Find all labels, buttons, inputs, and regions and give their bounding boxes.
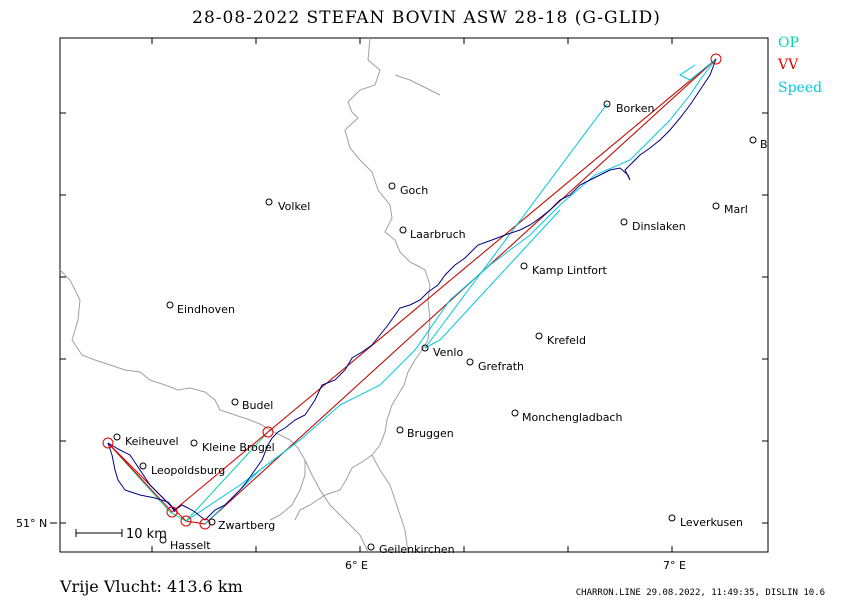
lon-label-7: 7° E <box>663 559 686 572</box>
town-label: Budel <box>242 399 273 412</box>
town-label: Kleine Brogel <box>202 441 275 454</box>
town-markers <box>113 100 757 551</box>
turnpoint-start <box>180 515 192 527</box>
turnpoint-south <box>166 506 178 518</box>
town-label: Borken <box>616 102 655 115</box>
scale-bar <box>75 529 123 537</box>
lon-label-6: 6° E <box>345 559 368 572</box>
op-task-lines <box>107 58 717 525</box>
map-frame <box>59 37 769 553</box>
turnpoint-borken-east <box>710 53 722 65</box>
vv-task-lines <box>107 58 717 525</box>
town-label: Grefrath <box>478 360 524 373</box>
town-label: Hasselt <box>170 539 211 552</box>
town-label: Leverkusen <box>680 516 743 529</box>
lon-ticks <box>151 38 673 552</box>
turnpoints <box>102 53 722 530</box>
lat-label: 51° N <box>16 517 47 530</box>
town-label: Volkel <box>278 200 310 213</box>
town-label: Venlo <box>433 346 463 359</box>
town-label: Kamp Lintfort <box>532 264 608 277</box>
town-labels: Borken B Goch Volkel Marl Dinslaken Laar… <box>125 102 768 556</box>
free-flight-distance: Vrije Vlucht: 413.6 km <box>60 577 243 596</box>
flight-track <box>107 58 717 521</box>
legend-speed: Speed <box>778 80 823 96</box>
legend-op: OP <box>778 35 799 51</box>
town-label: Dinslaken <box>632 220 686 233</box>
town-label: Eindhoven <box>177 303 235 316</box>
town-label: Goch <box>400 184 428 197</box>
legend-vv: VV <box>778 57 799 73</box>
speed-lines <box>185 58 717 525</box>
country-borders <box>59 37 441 553</box>
town-label: Krefeld <box>547 334 586 347</box>
turnpoint-budel <box>262 426 274 438</box>
town-label: Bruggen <box>407 427 454 440</box>
town-label: Zwartberg <box>218 519 275 532</box>
footer-info: CHARRON.LINE 29.08.2022, 11:49:35, DISLI… <box>575 588 825 598</box>
town-label: Leopoldsburg <box>151 464 225 477</box>
town-label: B <box>760 138 768 151</box>
turnpoint-keiheuvel <box>102 437 114 449</box>
lat-ticks <box>60 112 768 524</box>
town-label: Monchengladbach <box>522 411 622 424</box>
town-label: Marl <box>724 203 748 216</box>
scale-bar-label: 10 km <box>126 527 167 542</box>
town-label: Geilenkirchen <box>379 543 455 556</box>
town-label: Keiheuvel <box>125 435 179 448</box>
town-label: Laarbruch <box>410 228 466 241</box>
map-title: 28-08-2022 STEFAN BOVIN ASW 28-18 (G-GLI… <box>192 8 661 28</box>
